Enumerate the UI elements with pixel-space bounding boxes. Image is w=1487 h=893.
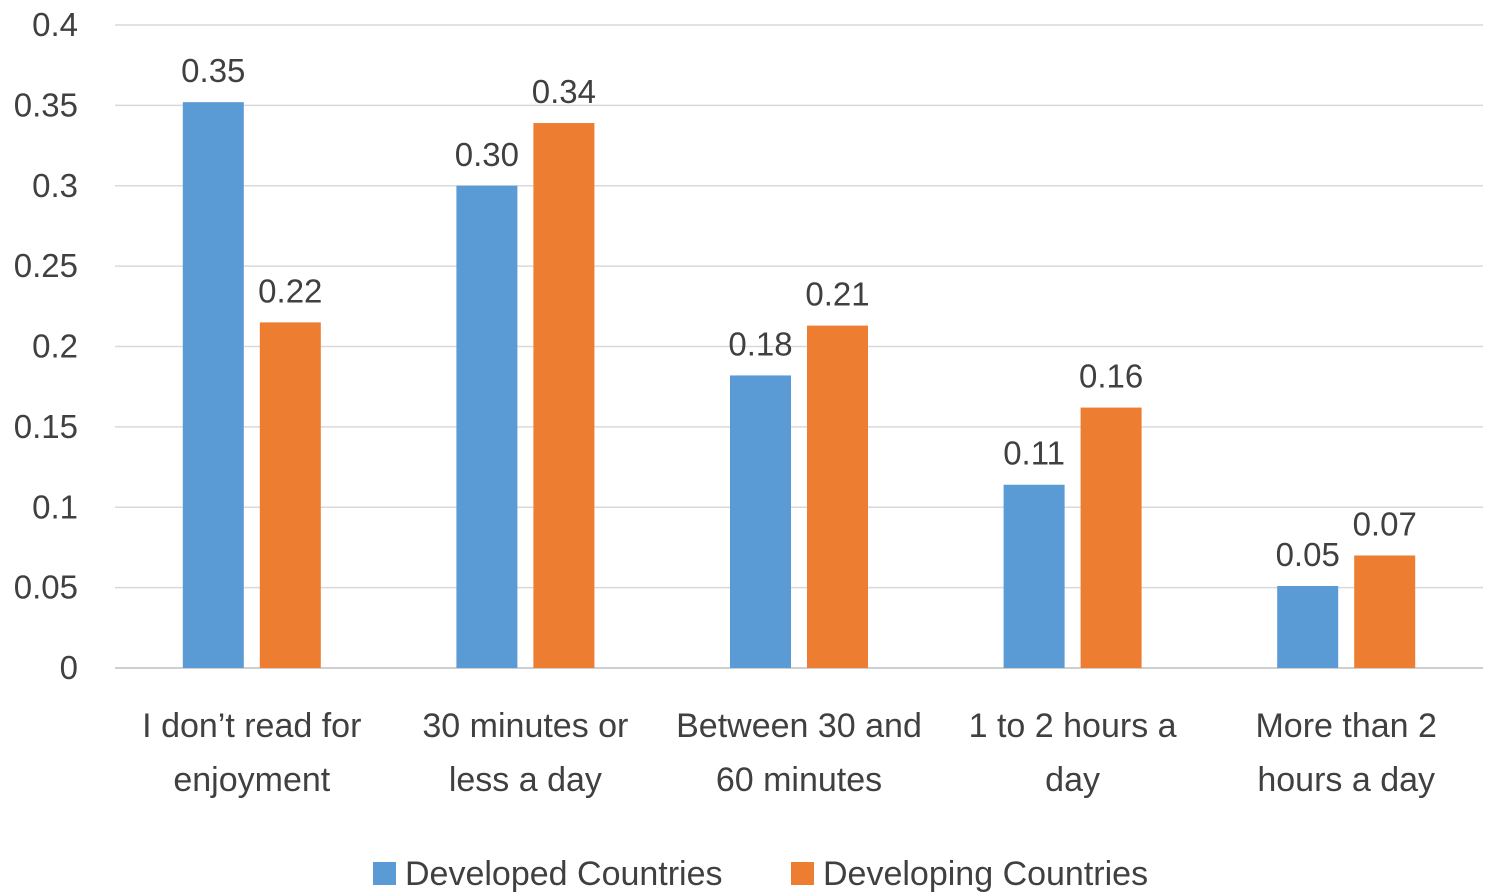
y-tick-label: 0.35: [14, 86, 78, 123]
x-axis: I don’t read for enjoyment 30 minutes or le…: [142, 707, 1437, 799]
bar-developed-1: [456, 185, 518, 668]
bar-developed-3: [1003, 484, 1065, 668]
data-label: 0.22: [258, 272, 322, 309]
data-label: 0.21: [805, 276, 869, 313]
data-label: 0.18: [728, 325, 792, 362]
bars: [182, 102, 1416, 669]
bar-developed-2: [730, 375, 791, 668]
bar-developed-4: [1277, 586, 1339, 668]
legend-label-developed: Developed Countries: [405, 855, 723, 893]
legend-label-developing: Developing Countries: [823, 855, 1148, 893]
x-tick-label: Between 30 and: [676, 707, 922, 745]
x-tick-label: day: [1045, 761, 1100, 799]
data-label: 0.11: [1003, 435, 1065, 472]
legend-swatch-developed: [373, 862, 396, 885]
x-tick-label: less a day: [449, 761, 602, 799]
gridlines: [115, 24, 1483, 669]
bar-developing-4: [1354, 555, 1416, 668]
data-label: 0.05: [1276, 536, 1340, 573]
x-tick-label: 60 minutes: [716, 761, 882, 799]
y-tick-label: 0.1: [32, 488, 78, 525]
bar-developing-2: [807, 325, 868, 668]
y-tick-label: 0.05: [14, 569, 78, 606]
data-label: 0.07: [1353, 505, 1417, 542]
bar-developing-1: [533, 123, 595, 669]
x-tick-label: I don’t read for: [142, 707, 361, 745]
data-label: 0.34: [532, 73, 596, 110]
x-tick-label: 1 to 2 hours a: [969, 707, 1177, 745]
data-label: 0.35: [181, 52, 245, 89]
x-tick-label: hours a day: [1257, 761, 1435, 799]
x-tick-label: More than 2: [1255, 707, 1436, 745]
y-tick-label: 0.2: [32, 328, 78, 365]
data-label: 0.30: [455, 136, 519, 173]
bar-developing-3: [1080, 407, 1142, 668]
bar-developed-0: [182, 102, 244, 668]
x-tick-label: 30 minutes or: [422, 707, 628, 745]
y-tick-label: 0.15: [14, 408, 78, 445]
y-tick-label: 0.3: [32, 167, 78, 204]
data-labels: 0.35 0.22 0.30 0.34 0.18 0.21 0.11 0.16 0.05 0.07: [181, 52, 1417, 573]
data-label: 0.16: [1079, 358, 1143, 395]
y-tick-label: 0: [60, 649, 78, 686]
legend: Developed Countries Developing Countries: [373, 855, 1148, 893]
bar-developing-0: [259, 322, 321, 668]
legend-swatch-developing: [791, 862, 814, 885]
y-tick-label: 0.4: [32, 6, 78, 43]
y-tick-label: 0.25: [14, 247, 78, 284]
x-tick-label: enjoyment: [173, 761, 330, 799]
y-axis: 0 0.05 0.1 0.15 0.2 0.25 0.3 0.35 0.4: [14, 6, 78, 686]
